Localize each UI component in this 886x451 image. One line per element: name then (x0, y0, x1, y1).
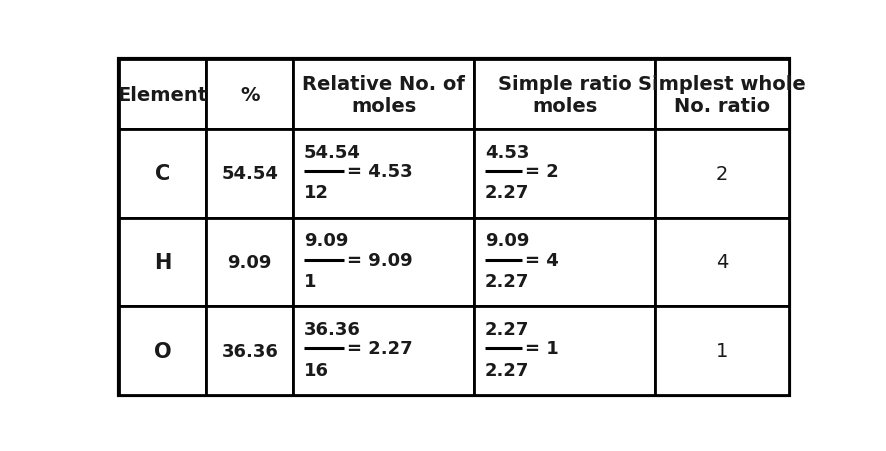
Text: 1: 1 (304, 272, 316, 290)
Text: 4: 4 (716, 253, 728, 272)
Text: Relative No. of
moles: Relative No. of moles (302, 74, 465, 115)
Bar (655, 60, 789, 129)
Text: = 4: = 4 (525, 251, 559, 269)
Text: C: C (155, 164, 170, 184)
Text: 2: 2 (716, 164, 728, 183)
Bar (206, 218, 293, 307)
Text: 16: 16 (304, 361, 329, 379)
Text: %: % (240, 85, 260, 104)
Text: H: H (154, 253, 171, 272)
Text: 12: 12 (304, 184, 329, 202)
Text: = 2.27: = 2.27 (347, 340, 413, 358)
Text: = 1: = 1 (525, 340, 559, 358)
Bar (293, 60, 474, 129)
Bar (474, 218, 655, 307)
Text: 2.27: 2.27 (485, 361, 529, 379)
Bar (474, 307, 655, 395)
Bar (206, 307, 293, 395)
Bar (206, 60, 293, 129)
Bar (655, 218, 789, 307)
Bar (655, 307, 789, 395)
Text: = 9.09: = 9.09 (347, 251, 413, 269)
Text: 2.27: 2.27 (485, 321, 529, 338)
Text: O: O (154, 341, 172, 361)
Text: = 2: = 2 (525, 162, 559, 180)
Bar (474, 60, 655, 129)
Bar (655, 129, 789, 218)
Text: = 4.53: = 4.53 (347, 162, 413, 180)
Bar (119, 129, 206, 218)
Text: Simple ratio
moles: Simple ratio moles (498, 74, 632, 115)
Text: 2.27: 2.27 (485, 184, 529, 202)
Text: Simplest whole
No. ratio: Simplest whole No. ratio (638, 74, 806, 115)
Text: 9.09: 9.09 (485, 232, 529, 250)
Text: 54.54: 54.54 (222, 165, 278, 183)
Bar (293, 129, 474, 218)
Bar (119, 60, 206, 129)
Bar (206, 129, 293, 218)
Text: Element: Element (118, 85, 207, 104)
Bar (119, 307, 206, 395)
Bar (119, 218, 206, 307)
Text: 36.36: 36.36 (222, 342, 278, 360)
Text: 54.54: 54.54 (304, 143, 361, 161)
Text: 2.27: 2.27 (485, 272, 529, 290)
Bar (293, 307, 474, 395)
Bar (293, 218, 474, 307)
Text: 4.53: 4.53 (485, 143, 529, 161)
Text: 1: 1 (716, 341, 728, 360)
Text: 9.09: 9.09 (228, 253, 272, 272)
Text: 36.36: 36.36 (304, 321, 361, 338)
Text: 9.09: 9.09 (304, 232, 348, 250)
Bar (474, 129, 655, 218)
